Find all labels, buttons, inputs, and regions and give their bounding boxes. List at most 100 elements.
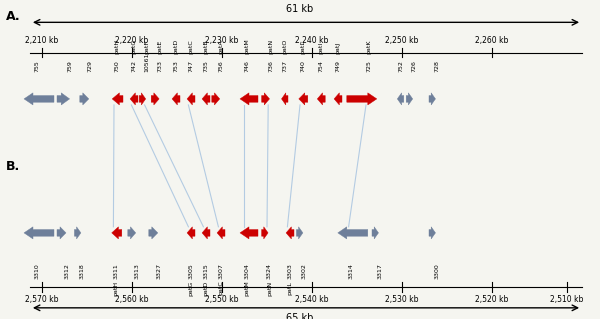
Text: 2,510 kb: 2,510 kb: [550, 295, 584, 304]
Text: 755: 755: [35, 60, 40, 72]
Text: 3300: 3300: [434, 263, 439, 279]
FancyArrow shape: [429, 227, 436, 239]
FancyArrow shape: [24, 93, 54, 105]
FancyArrow shape: [202, 93, 210, 105]
Text: patM: patM: [245, 281, 250, 296]
Text: patD: patD: [203, 281, 208, 296]
FancyArrow shape: [151, 93, 159, 105]
Text: patD: patD: [173, 39, 178, 54]
FancyArrow shape: [112, 93, 123, 105]
FancyArrow shape: [139, 93, 146, 105]
Text: patF: patF: [145, 40, 149, 54]
Text: 3318: 3318: [80, 263, 85, 279]
FancyArrow shape: [317, 93, 325, 105]
FancyArrow shape: [217, 227, 225, 239]
Text: 759: 759: [67, 60, 73, 72]
Text: patG: patG: [131, 39, 136, 54]
FancyArrow shape: [149, 227, 158, 239]
FancyArrow shape: [286, 227, 294, 239]
Text: patH: patH: [113, 281, 118, 296]
Text: 2,260 kb: 2,260 kb: [475, 36, 509, 45]
Text: patE: patE: [158, 40, 163, 54]
Text: 728: 728: [434, 60, 439, 72]
FancyArrow shape: [128, 227, 136, 239]
Text: patN: patN: [268, 39, 273, 54]
Text: 3315: 3315: [203, 263, 208, 279]
Text: patC: patC: [218, 281, 223, 295]
Text: 733: 733: [158, 60, 163, 72]
Text: 737: 737: [283, 60, 287, 72]
Text: 726: 726: [412, 60, 416, 72]
Text: 2,220 kb: 2,220 kb: [115, 36, 149, 45]
Text: 3317: 3317: [377, 263, 382, 279]
FancyArrow shape: [429, 93, 436, 105]
FancyArrow shape: [74, 227, 81, 239]
FancyArrow shape: [130, 93, 138, 105]
Text: patM: patM: [245, 39, 250, 54]
Text: 747: 747: [188, 60, 193, 72]
FancyArrow shape: [299, 93, 308, 105]
Text: patG: patG: [188, 281, 193, 296]
Text: 742: 742: [131, 60, 136, 72]
FancyArrow shape: [296, 227, 303, 239]
Text: 2,210 kb: 2,210 kb: [25, 36, 59, 45]
FancyArrow shape: [57, 93, 70, 105]
FancyArrow shape: [240, 93, 258, 105]
FancyArrow shape: [406, 93, 413, 105]
Text: 2,250 kb: 2,250 kb: [385, 36, 419, 45]
Text: patL: patL: [300, 41, 305, 54]
Text: 3324: 3324: [267, 263, 272, 279]
FancyArrow shape: [57, 227, 66, 239]
FancyArrow shape: [172, 93, 180, 105]
FancyArrow shape: [397, 93, 404, 105]
Text: 753: 753: [173, 60, 178, 72]
Text: 2,560 kb: 2,560 kb: [115, 295, 149, 304]
Text: 65 kb: 65 kb: [286, 313, 314, 319]
Text: 3314: 3314: [348, 263, 353, 279]
Text: patA: patA: [218, 40, 223, 54]
FancyArrow shape: [187, 93, 195, 105]
FancyArrow shape: [281, 93, 288, 105]
Text: 3304: 3304: [245, 263, 250, 279]
FancyArrow shape: [24, 227, 54, 239]
Text: patH: patH: [114, 39, 119, 54]
FancyArrow shape: [80, 93, 89, 105]
Text: 725: 725: [366, 60, 371, 72]
FancyArrow shape: [112, 227, 122, 239]
Text: 740: 740: [300, 60, 305, 72]
Text: 3310: 3310: [35, 263, 40, 279]
Text: 736: 736: [268, 60, 273, 72]
Text: 2,570 kb: 2,570 kb: [25, 295, 59, 304]
Text: 2,530 kb: 2,530 kb: [385, 295, 419, 304]
Text: 2,240 kb: 2,240 kb: [295, 36, 329, 45]
Text: 3313: 3313: [134, 263, 139, 279]
Text: 729: 729: [88, 60, 92, 72]
Text: 3305: 3305: [188, 263, 193, 279]
Text: 3311: 3311: [113, 263, 118, 279]
Text: patI: patI: [319, 42, 323, 54]
Text: 2,540 kb: 2,540 kb: [295, 295, 329, 304]
Text: 750: 750: [114, 60, 119, 72]
FancyArrow shape: [262, 227, 268, 239]
FancyArrow shape: [262, 93, 269, 105]
Text: patL: patL: [287, 281, 292, 294]
Text: patJ: patJ: [335, 42, 340, 54]
Text: 3327: 3327: [156, 263, 161, 279]
Text: patO: patO: [283, 39, 287, 54]
Text: patB: patB: [203, 40, 208, 54]
FancyArrow shape: [334, 93, 342, 105]
FancyArrow shape: [212, 93, 220, 105]
FancyArrow shape: [372, 227, 379, 239]
Text: 2,550 kb: 2,550 kb: [205, 295, 239, 304]
FancyArrow shape: [347, 93, 377, 105]
Text: patN: patN: [267, 281, 272, 296]
Text: 3307: 3307: [218, 263, 223, 279]
Text: 3302: 3302: [302, 263, 307, 279]
Text: 2,520 kb: 2,520 kb: [475, 295, 509, 304]
Text: 746: 746: [245, 60, 250, 72]
Text: 756: 756: [218, 60, 223, 72]
Text: 749: 749: [335, 60, 340, 72]
Text: A.: A.: [6, 10, 20, 23]
Text: 2,230 kb: 2,230 kb: [205, 36, 239, 45]
Text: B.: B.: [6, 160, 20, 173]
